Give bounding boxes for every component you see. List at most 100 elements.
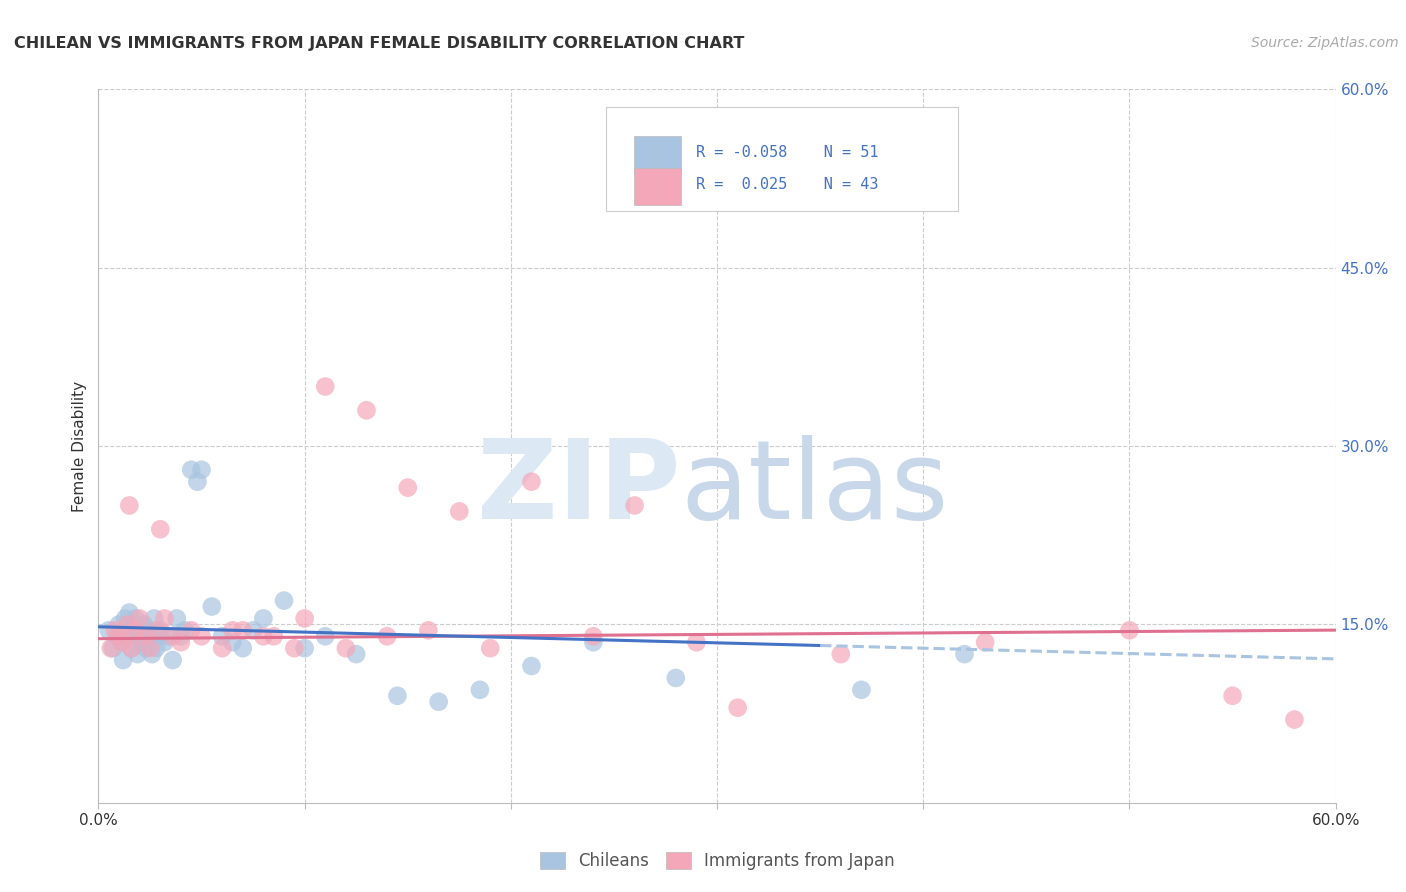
Point bbox=[232, 624, 254, 638]
Point bbox=[112, 653, 135, 667]
Point bbox=[335, 641, 357, 656]
Point bbox=[974, 635, 997, 649]
Point bbox=[149, 522, 172, 536]
Point bbox=[418, 624, 440, 638]
Point bbox=[128, 611, 150, 625]
Point bbox=[180, 624, 202, 638]
Point bbox=[110, 635, 132, 649]
Point bbox=[166, 611, 188, 625]
Point bbox=[252, 629, 274, 643]
Point bbox=[145, 624, 167, 638]
Point bbox=[162, 629, 184, 643]
Point bbox=[170, 635, 193, 649]
Point bbox=[135, 641, 157, 656]
Text: ZIP: ZIP bbox=[477, 435, 681, 542]
Point bbox=[427, 695, 450, 709]
Point bbox=[118, 499, 141, 513]
Point bbox=[143, 611, 166, 625]
Point bbox=[314, 379, 336, 393]
Point bbox=[263, 629, 285, 643]
Point bbox=[294, 641, 316, 656]
Point bbox=[252, 611, 274, 625]
Text: R =  0.025    N = 43: R = 0.025 N = 43 bbox=[696, 178, 879, 193]
Point bbox=[851, 682, 873, 697]
Point bbox=[141, 647, 163, 661]
Text: CHILEAN VS IMMIGRANTS FROM JAPAN FEMALE DISABILITY CORRELATION CHART: CHILEAN VS IMMIGRANTS FROM JAPAN FEMALE … bbox=[14, 36, 744, 51]
Point bbox=[211, 629, 233, 643]
Point bbox=[97, 624, 120, 638]
Point bbox=[727, 700, 749, 714]
Point bbox=[396, 481, 419, 495]
Point bbox=[127, 647, 149, 661]
Point bbox=[201, 599, 224, 614]
Point bbox=[375, 629, 398, 643]
FancyBboxPatch shape bbox=[634, 168, 681, 205]
Point bbox=[149, 624, 172, 638]
Point bbox=[101, 641, 124, 656]
Point bbox=[685, 635, 707, 649]
FancyBboxPatch shape bbox=[606, 107, 959, 211]
Point bbox=[582, 635, 605, 649]
Y-axis label: Female Disability: Female Disability bbox=[72, 380, 87, 512]
Point bbox=[953, 647, 976, 661]
Point bbox=[1118, 624, 1140, 638]
Point bbox=[190, 629, 212, 643]
Point bbox=[479, 641, 502, 656]
Point bbox=[100, 641, 122, 656]
Point bbox=[117, 629, 139, 643]
Point bbox=[112, 635, 135, 649]
Point bbox=[153, 635, 176, 649]
Point bbox=[104, 624, 127, 638]
Point bbox=[387, 689, 409, 703]
Point bbox=[211, 641, 233, 656]
Point bbox=[132, 629, 155, 643]
Point bbox=[148, 629, 170, 643]
Point bbox=[124, 624, 146, 638]
Point bbox=[108, 629, 131, 643]
Point bbox=[124, 611, 146, 625]
Point bbox=[139, 641, 162, 656]
Point bbox=[356, 403, 378, 417]
Point bbox=[294, 611, 316, 625]
Point bbox=[582, 629, 605, 643]
Point bbox=[170, 629, 193, 643]
Legend: Chileans, Immigrants from Japan: Chileans, Immigrants from Japan bbox=[533, 845, 901, 877]
Text: Source: ZipAtlas.com: Source: ZipAtlas.com bbox=[1251, 36, 1399, 50]
Point bbox=[108, 617, 131, 632]
Text: R = -0.058    N = 51: R = -0.058 N = 51 bbox=[696, 145, 879, 161]
Point bbox=[131, 635, 153, 649]
Point bbox=[120, 641, 142, 656]
Point bbox=[122, 624, 145, 638]
Point bbox=[186, 475, 208, 489]
Point bbox=[105, 629, 128, 643]
Point bbox=[468, 682, 491, 697]
Point bbox=[344, 647, 367, 661]
Point bbox=[1222, 689, 1244, 703]
Point bbox=[157, 629, 180, 643]
Point bbox=[128, 629, 150, 643]
Point bbox=[449, 504, 471, 518]
Point bbox=[273, 593, 295, 607]
Point bbox=[830, 647, 852, 661]
FancyBboxPatch shape bbox=[634, 136, 681, 173]
Text: atlas: atlas bbox=[681, 435, 949, 542]
Point bbox=[118, 606, 141, 620]
Point bbox=[153, 611, 176, 625]
Point bbox=[623, 499, 645, 513]
Point bbox=[242, 624, 264, 638]
Point bbox=[221, 635, 243, 649]
Point bbox=[117, 617, 139, 632]
Point bbox=[139, 629, 162, 643]
Point bbox=[145, 641, 167, 656]
Point bbox=[314, 629, 336, 643]
Point bbox=[520, 659, 543, 673]
Point bbox=[162, 653, 184, 667]
Point bbox=[190, 463, 212, 477]
Point bbox=[120, 641, 142, 656]
Point bbox=[1284, 713, 1306, 727]
Point bbox=[180, 463, 202, 477]
Point bbox=[665, 671, 688, 685]
Point bbox=[520, 475, 543, 489]
Point bbox=[174, 624, 197, 638]
Point bbox=[221, 624, 243, 638]
